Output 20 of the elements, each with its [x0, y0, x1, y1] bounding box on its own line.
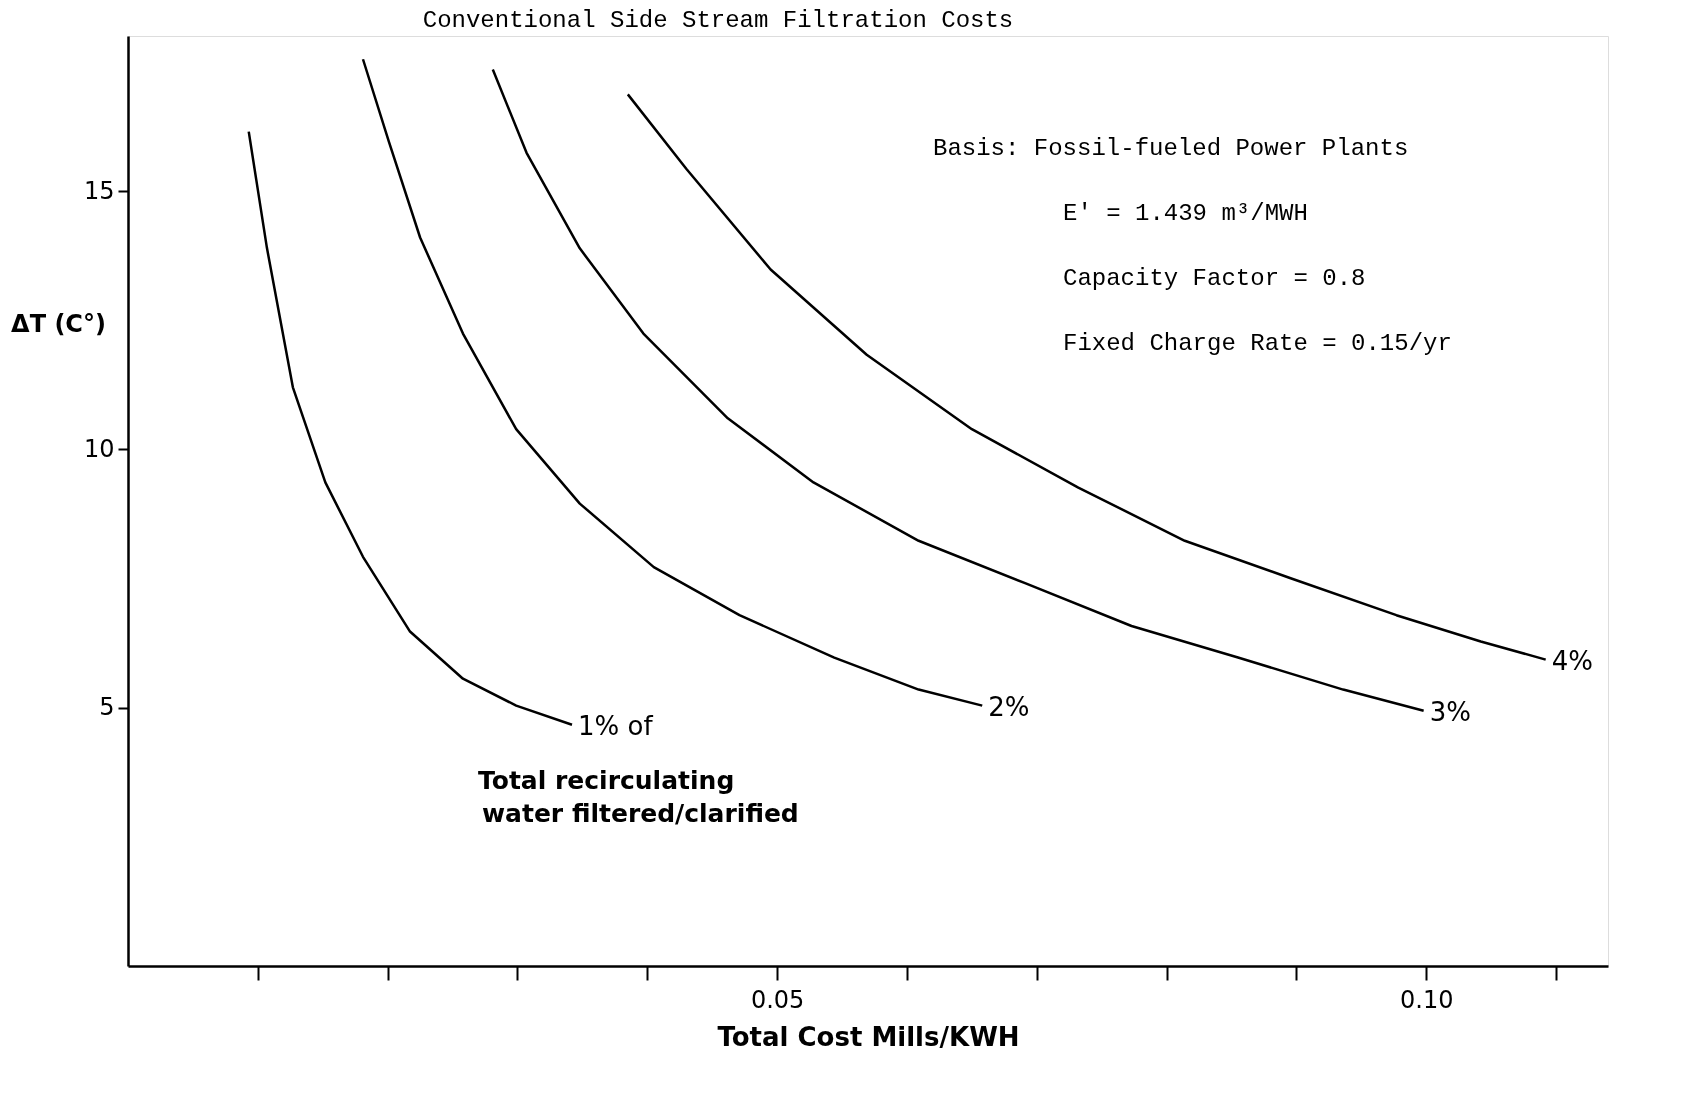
- annotation: water filtered/clarified: [482, 799, 799, 828]
- y-tick-label: 15: [83, 176, 115, 205]
- y-tick-label: 5: [99, 693, 115, 722]
- annotation: Fixed Charge Rate = 0.15/yr: [1063, 330, 1452, 357]
- annotation: Total recirculating: [478, 766, 735, 795]
- line-series: [247, 130, 574, 726]
- annotation: Capacity Factor = 0.8: [1063, 265, 1366, 292]
- annotation: E' = 1.439 m³/MWH: [1063, 200, 1308, 227]
- x-tick-label: 0.10: [1400, 985, 1454, 1014]
- chart-title: Conventional Side Stream Filtration Costs: [422, 7, 1014, 34]
- series-label: 3%: [1429, 696, 1471, 727]
- line-series: [626, 93, 1547, 661]
- annotation: Basis: Fossil-fueled Power Plants: [933, 135, 1409, 162]
- series-label: 1% of: [578, 710, 654, 741]
- series-label: 4%: [1551, 645, 1593, 676]
- y-axis-title: ΔT (C°): [11, 309, 106, 338]
- x-tick-label: 0.05: [750, 985, 805, 1014]
- y-tick-label: 10: [83, 434, 115, 463]
- series-label: 2%: [988, 691, 1030, 722]
- x-axis-title: Total Cost Mills/KWH: [717, 1021, 1020, 1052]
